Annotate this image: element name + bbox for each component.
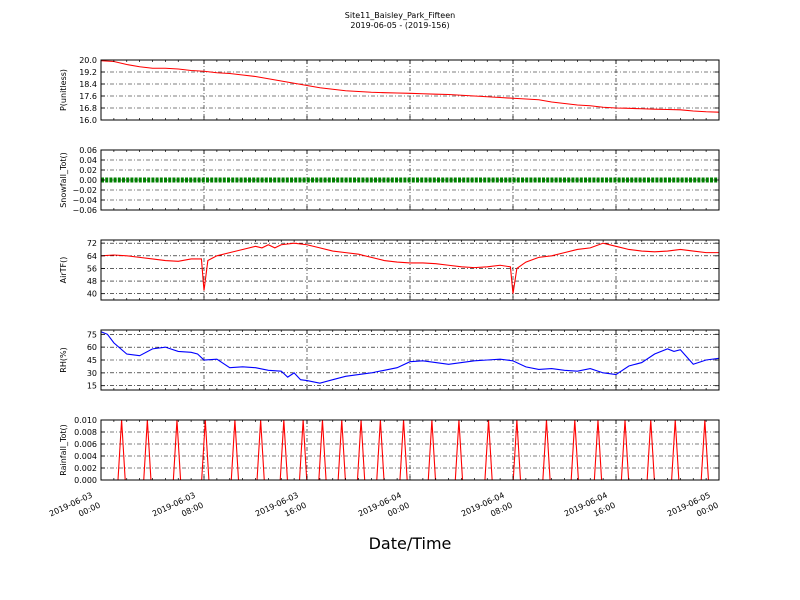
y-tick-label: 56 xyxy=(87,264,97,273)
chart-title: Site11_Baisley_Park_Fifteen xyxy=(344,11,456,20)
rain-spike xyxy=(671,419,680,481)
y-tick-label: 0.06 xyxy=(79,146,97,155)
y-tick-label: 64 xyxy=(87,252,97,261)
rain-spike xyxy=(570,419,579,481)
y-tick-label: 0.008 xyxy=(74,428,97,437)
chart-subtitle: 2019-06-05 - (2019-156) xyxy=(350,21,450,30)
panel-2: −0.06−0.04−0.020.000.020.040.06 Snowfall_… xyxy=(59,146,720,215)
panel-4: 15 30 45 60 75 RH(%) xyxy=(59,329,720,391)
y-tick-label: −0.04 xyxy=(72,196,97,205)
y-axis-label: P(unitless) xyxy=(59,69,68,111)
rain-spike xyxy=(620,419,630,481)
rain-spike xyxy=(230,419,240,481)
rain-spike xyxy=(201,419,210,481)
y-tick-label: 0.04 xyxy=(79,156,97,165)
y-axis-label: RH(%) xyxy=(59,347,68,372)
rain-spike xyxy=(318,419,327,481)
y-tick-label: 48 xyxy=(87,277,97,286)
rain-spike xyxy=(279,419,288,481)
rain-spike xyxy=(356,419,366,481)
y-tick-label: 15 xyxy=(87,382,97,391)
y-axis-label: Rainfall_Tot() xyxy=(59,424,68,476)
y-tick-label: 30 xyxy=(87,369,97,378)
rain-spike xyxy=(700,419,709,481)
y-tick-label: 0.002 xyxy=(74,464,97,473)
y-tick-label: 20.0 xyxy=(79,56,97,65)
y-tick-label: 0.004 xyxy=(74,452,97,461)
y-tick-label: −0.06 xyxy=(72,206,97,215)
y-tick-label: 60 xyxy=(87,343,97,352)
rain-spike xyxy=(512,419,522,481)
rain-spike xyxy=(399,419,408,481)
rain-spike xyxy=(646,419,655,481)
rain-spike xyxy=(117,419,126,481)
rain-spike xyxy=(593,419,603,481)
series-line xyxy=(100,331,720,384)
y-tick-label: 0.006 xyxy=(74,440,97,449)
rain-spike xyxy=(454,419,464,481)
rain-spike xyxy=(484,419,493,481)
rain-spike xyxy=(172,419,182,481)
y-tick-label: 16.0 xyxy=(79,116,97,125)
y-tick-label: 45 xyxy=(87,356,97,365)
series-line xyxy=(100,60,720,113)
y-tick-label: 72 xyxy=(87,239,97,248)
y-axis-label: Snowfall_Tot() xyxy=(59,152,68,208)
y-tick-label: 17.6 xyxy=(79,92,97,101)
rain-spike xyxy=(256,419,265,481)
panel-1: 16.0 16.8 17.6 18.4 19.2 20.0 P(unitless) xyxy=(59,56,720,125)
rain-spike xyxy=(376,419,385,481)
y-tick-label: 16.8 xyxy=(79,104,97,113)
series-line xyxy=(100,242,719,294)
x-axis-label: Date/Time xyxy=(368,534,452,553)
rain-spike xyxy=(298,419,308,481)
y-tick-label: 18.4 xyxy=(79,80,97,89)
y-tick-label: 0.02 xyxy=(79,166,97,175)
rain-spike xyxy=(143,419,152,481)
y-tick-label: 19.2 xyxy=(79,68,97,77)
panel-5: 0.000 0.002 0.004 0.006 0.008 0.010 Rainfall_T… xyxy=(59,416,720,485)
rain-spike xyxy=(542,419,551,481)
y-tick-label: 0.00 xyxy=(79,176,97,185)
y-tick-label: 40 xyxy=(87,290,97,299)
y-tick-label: 0.000 xyxy=(74,476,97,485)
y-tick-label: 0.010 xyxy=(74,416,97,425)
y-axis-label: AirTF() xyxy=(59,257,68,284)
y-tick-label: −0.02 xyxy=(72,186,97,195)
panel-3: 40 48 56 64 72 AirTF() xyxy=(59,239,720,301)
rain-spike xyxy=(427,419,437,481)
y-tick-label: 75 xyxy=(87,330,97,339)
rain-spike xyxy=(337,419,346,481)
